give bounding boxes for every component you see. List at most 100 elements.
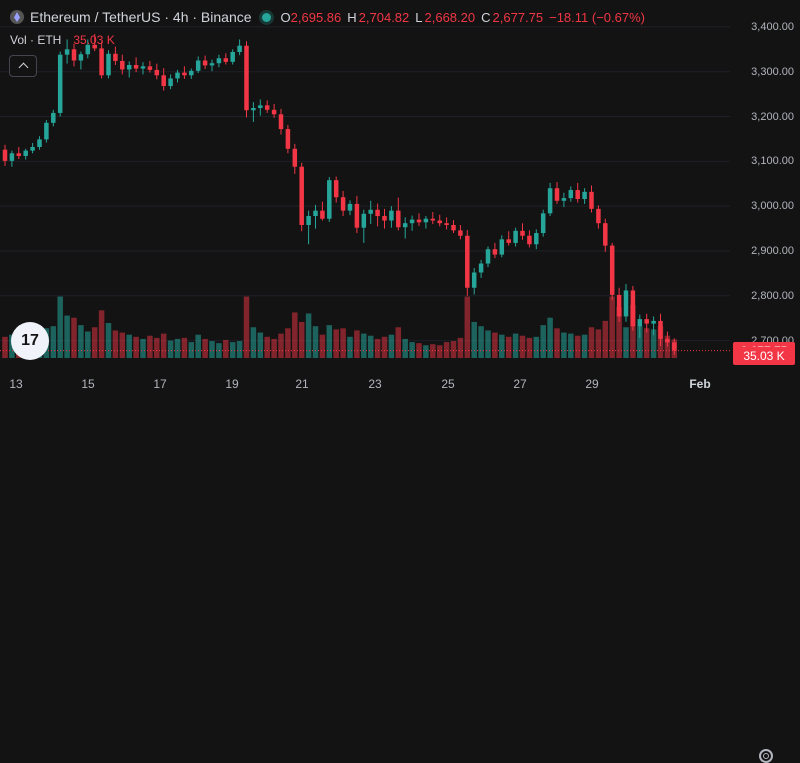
candle	[78, 51, 84, 70]
candle-body	[471, 272, 477, 288]
candle	[64, 39, 70, 64]
candle	[402, 217, 408, 239]
ohlc-low-value: 2,668.20	[424, 9, 476, 25]
volume-bar	[78, 325, 84, 358]
ohlc-high-key: H	[347, 9, 357, 25]
candle	[237, 39, 242, 56]
ohlc-high-value: 2,704.82	[358, 9, 410, 25]
volume-bar	[347, 336, 353, 358]
candle-body	[320, 210, 325, 219]
gear-icon[interactable]	[759, 749, 773, 763]
ohlc-open-value: 2,695.86	[290, 9, 342, 25]
volume-bar	[2, 336, 8, 358]
volume-bar	[354, 330, 360, 358]
candle-body	[223, 58, 229, 62]
candle	[223, 53, 229, 65]
candle	[209, 59, 215, 72]
volume-bars	[2, 296, 678, 358]
volume-bar	[340, 328, 346, 358]
candle	[258, 99, 263, 116]
candle-body	[292, 148, 298, 167]
ohlc-open-key: O	[280, 9, 291, 25]
candle	[140, 62, 146, 75]
candle	[9, 150, 15, 167]
candle-body	[444, 223, 449, 225]
candle	[596, 205, 601, 229]
price-tick: 3,000.00	[751, 200, 794, 213]
candle-body	[57, 54, 63, 113]
candle-body	[520, 230, 525, 236]
volume-bar	[119, 332, 126, 358]
candle	[92, 34, 97, 52]
candle	[51, 109, 56, 127]
time-tick: 29	[585, 377, 599, 391]
candle	[99, 41, 104, 79]
candle-body	[506, 239, 511, 243]
time-axis[interactable]: 13 15 17 19 21 23 25 27 29 Feb	[0, 372, 800, 763]
candle-body	[189, 70, 194, 76]
candle-body	[9, 153, 15, 161]
candlestick-chart[interactable]	[0, 0, 730, 372]
time-tick: 27	[513, 377, 527, 391]
candle-body	[347, 203, 353, 211]
candle-body	[375, 209, 380, 217]
candle-body	[258, 105, 263, 109]
candle-body	[547, 188, 553, 214]
candle	[347, 200, 353, 216]
volume-bar	[471, 321, 477, 358]
volume-legend[interactable]: Vol · ETH 35.03 K	[10, 33, 115, 47]
candle-body	[458, 230, 463, 236]
volume-axis-label: 35.03 K	[733, 347, 795, 365]
volume-bar	[574, 335, 581, 358]
volume-bar	[112, 330, 119, 358]
chart-area[interactable]	[0, 0, 730, 372]
tradingview-logo[interactable]: 17	[11, 322, 49, 360]
volume-bar	[229, 342, 236, 358]
price-tick: 2,800.00	[751, 289, 794, 302]
candle	[534, 229, 539, 250]
volume-bar	[216, 343, 222, 358]
volume-bar	[236, 341, 243, 358]
volume-bar	[326, 325, 333, 358]
time-tick: Feb	[689, 377, 711, 391]
volume-bar	[181, 337, 188, 358]
candle	[658, 313, 663, 347]
candle-body	[651, 320, 656, 324]
candle-body	[513, 230, 518, 243]
volume-bar	[650, 329, 657, 358]
candle	[30, 142, 35, 154]
candle	[182, 66, 187, 79]
candle	[582, 188, 587, 204]
candle	[506, 231, 511, 246]
volume-bar	[333, 329, 339, 358]
candle	[368, 200, 373, 225]
candle-body	[168, 78, 173, 87]
candle-body	[71, 49, 77, 61]
candle	[202, 55, 208, 70]
candle-body	[182, 72, 187, 76]
candle	[120, 54, 125, 75]
candle-body	[44, 122, 49, 140]
volume-bar	[126, 334, 132, 358]
candle-body	[209, 63, 215, 66]
candle	[292, 143, 298, 174]
time-tick: 21	[295, 377, 309, 391]
candle-body	[409, 219, 415, 224]
volume-bar	[568, 333, 574, 358]
ohlc-close-value: 2,677.75	[492, 9, 544, 25]
volume-bar	[443, 342, 450, 358]
candle-body	[264, 105, 270, 110]
price-axis[interactable]: 3,400.00 3,300.00 3,200.00 3,100.00 3,000.00…	[730, 0, 800, 372]
volume-bar	[140, 338, 146, 358]
candle	[471, 268, 477, 295]
candle	[71, 43, 77, 67]
candle	[161, 68, 166, 91]
chevron-up-icon[interactable]	[9, 55, 37, 77]
symbol-title[interactable]: Ethereum / TetherUS · 4h · Binance	[30, 9, 252, 25]
candle	[354, 195, 360, 234]
candle-body	[78, 54, 84, 61]
candle	[492, 242, 498, 259]
candle-body	[561, 198, 567, 201]
candle-body	[271, 109, 277, 115]
candle-body	[575, 190, 580, 199]
